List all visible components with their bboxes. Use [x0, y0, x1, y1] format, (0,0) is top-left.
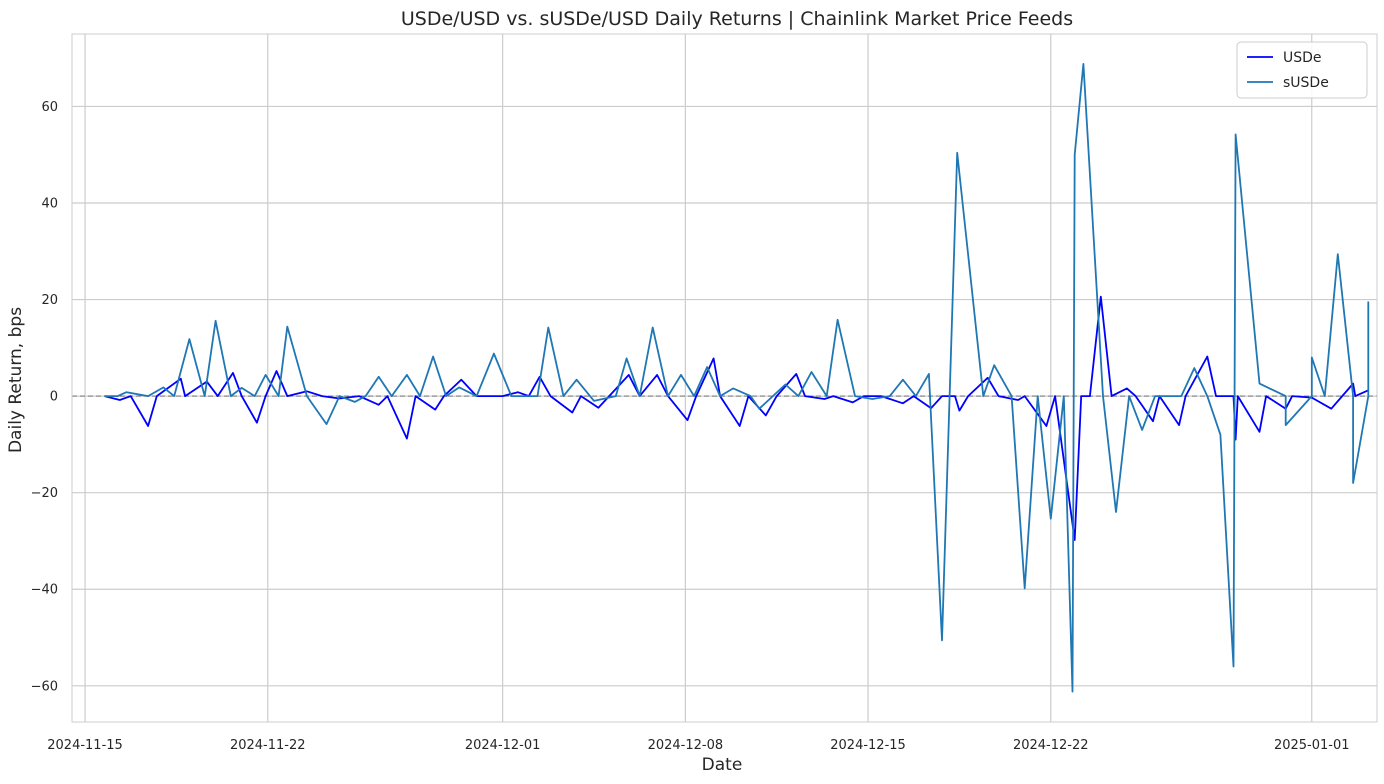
y-tick-label: 20: [41, 293, 58, 308]
legend: USDe sUSDe: [1236, 41, 1368, 99]
y-tick-label: −60: [31, 679, 58, 694]
y-tick-label: −40: [31, 583, 58, 598]
y-tick-label: 0: [50, 390, 58, 405]
y-tick-label: −20: [31, 486, 58, 501]
x-tick-label: 2024-11-15: [47, 738, 123, 753]
x-tick-label: 2024-11-22: [230, 738, 306, 753]
series-line-susde: [104, 63, 1370, 693]
series-line-usde: [104, 295, 1369, 541]
y-axis-ticks: −60 −40 −20 0 20 40 60: [31, 100, 58, 694]
chart-title: USDe/USD vs. sUSDe/USD Daily Returns | C…: [401, 8, 1073, 30]
x-axis-label: Date: [702, 755, 743, 775]
plot-area-frame: [71, 33, 1378, 723]
legend-label: sUSDe: [1283, 75, 1329, 91]
legend-label: USDe: [1283, 50, 1322, 66]
x-tick-label: 2024-12-22: [1013, 738, 1089, 753]
series-lines: [104, 63, 1370, 693]
x-tick-label: 2024-12-15: [830, 738, 906, 753]
y-tick-label: 60: [41, 100, 58, 115]
y-axis-label: Daily Return, bps: [6, 307, 26, 453]
x-tick-label: 2025-01-01: [1274, 738, 1350, 753]
x-tick-label: 2024-12-08: [648, 738, 724, 753]
y-tick-label: 40: [41, 196, 58, 211]
legend-box: [1236, 41, 1368, 99]
x-tick-label: 2024-12-01: [465, 738, 541, 753]
x-axis-ticks: 2024-11-15 2024-11-22 2024-12-01 2024-12-08…: [47, 738, 1349, 753]
